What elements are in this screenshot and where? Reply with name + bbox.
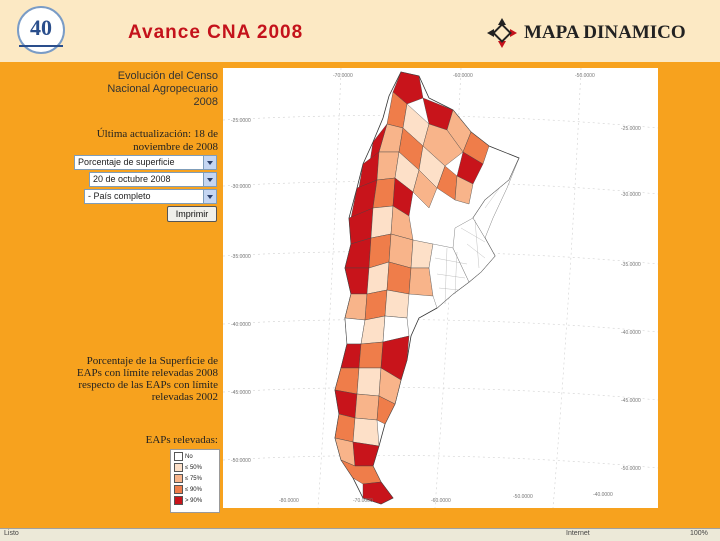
page-title: Avance CNA 2008 [128,22,304,43]
tick-label: -25.0000 [621,126,641,132]
metric-select-value: Porcentaje de superficie [78,157,175,167]
legend-item: ≤ 75% [174,474,218,483]
chevron-down-icon[interactable] [203,173,216,186]
legend-swatch [174,485,183,494]
print-button[interactable]: Imprimir [167,206,217,222]
tick-label: -30.0000 [621,192,641,198]
map-canvas[interactable]: -70.0000 -60.0000 -50.0000 -25.0000 -30.… [222,67,659,509]
metric-select[interactable]: Porcentaje de superficie [74,155,217,170]
tick-label: -50.0000 [513,494,533,500]
tick-label: -70.0000 [353,498,373,504]
tick-label: -35.0000 [231,254,251,260]
argentina-map[interactable]: -70.0000 -60.0000 -50.0000 -25.0000 -30.… [222,67,659,509]
region-select-value: - País completo [88,191,151,201]
status-bar: Listo Internet 100% [0,528,720,541]
tick-label: -50.0000 [231,458,251,464]
last-update: Última actualización: 18 de noviembre de… [96,128,218,153]
legend-item: ≤ 50% [174,463,218,472]
brand-logo: MAPA DINAMICO [486,16,686,50]
control-panel [70,68,220,508]
legend-swatch [174,474,183,483]
legend-label: No [185,454,193,461]
region-select[interactable]: - País completo [84,189,217,204]
tick-label: -30.0000 [231,184,251,190]
chevron-down-icon[interactable] [203,156,216,169]
legend-swatch [174,452,183,461]
zone-label: Internet [566,530,590,537]
tick-label: -70.0000 [333,73,353,79]
brand-name: MAPA DINAMICO [524,22,686,43]
header-bar: 40 Avance CNA 2008 MAPA DINAMICO [0,0,720,62]
zoom-level[interactable]: 100% [690,530,708,537]
tick-label: -50.0000 [621,466,641,472]
tick-label: -40.0000 [621,330,641,336]
legend-item: No [174,452,218,461]
anniversary-logo: 40 [17,6,65,54]
legend: No ≤ 50% ≤ 75% ≤ 90% > 90% [170,449,220,513]
legend-label: ≤ 75% [185,476,202,483]
panel-title: Evolución del Censo Nacional Agropecuari… [107,70,218,108]
legend-description: Porcentaje de la Superficie de EAPs con … [76,355,218,403]
tick-label: -80.0000 [279,498,299,504]
tick-label: -60.0000 [431,498,451,504]
legend-label: > 90% [185,498,203,505]
tick-label: -35.0000 [621,262,641,268]
tick-label: -25.0000 [231,118,251,124]
legend-item: ≤ 90% [174,485,218,494]
legend-swatch [174,496,183,505]
tick-label: -45.0000 [231,390,251,396]
legend-label: ≤ 90% [185,487,202,494]
compass-arrows-icon [486,17,518,49]
status-text: Listo [4,530,19,537]
tick-label: -60.0000 [453,73,473,79]
logo-text: 40 [30,15,52,40]
legend-swatch [174,463,183,472]
tick-label: -45.0000 [621,398,641,404]
date-select[interactable]: 20 de octubre 2008 [89,172,217,187]
legend-label: ≤ 50% [185,465,202,472]
legend-item: > 90% [174,496,218,505]
tick-label: -40.0000 [231,322,251,328]
chevron-down-icon[interactable] [203,190,216,203]
tick-label: -40.0000 [593,492,613,498]
tick-label: -50.0000 [575,73,595,79]
date-select-value: 20 de octubre 2008 [93,174,171,184]
legend-title: EAPs relevadas: [145,434,218,446]
